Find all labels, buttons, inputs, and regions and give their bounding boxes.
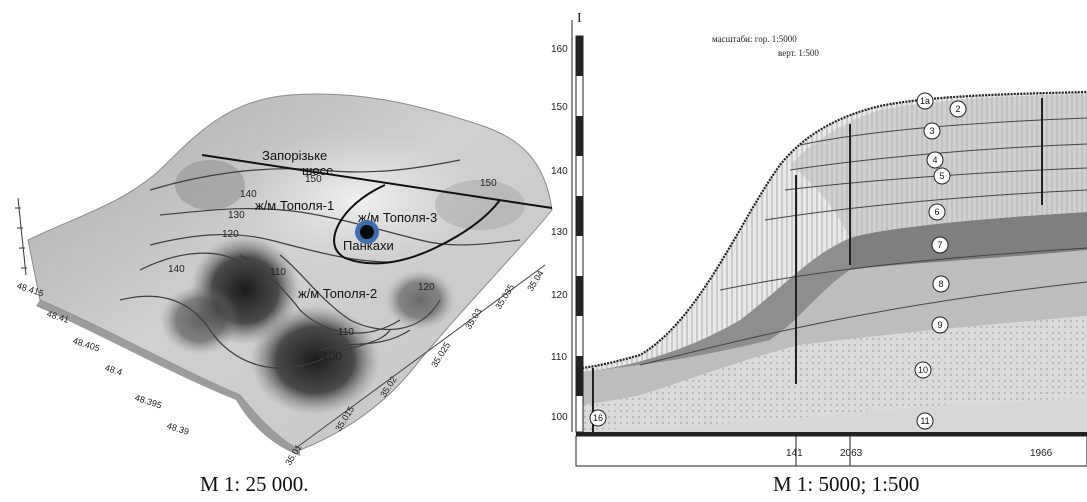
y-tick-130: 130 [551, 227, 568, 238]
y-tick-110: 110 [551, 352, 567, 363]
terrain-ravine-3 [160, 285, 240, 355]
ground-surface-line [581, 90, 1087, 370]
lat-tick-4839: 48.39 [166, 421, 191, 437]
contour-lines [119, 159, 521, 369]
district-label-topolya-3: ж/м Тополя-3 [358, 210, 437, 225]
right-figure-caption: М 1: 5000; 1:500 [773, 472, 920, 496]
scale-note-vertical: верт. 1:500 [778, 48, 819, 58]
layer-marker-10 [914, 361, 932, 379]
vertical-axis [15, 197, 27, 276]
contour-label-110b: 110 [338, 327, 354, 338]
layer-number-5: 5 [939, 171, 944, 181]
layer-marker-6 [928, 203, 946, 221]
well-label-141: 141 [786, 448, 803, 459]
section-baseline [576, 432, 1087, 436]
layer-marker-1а [916, 92, 934, 110]
y-tick-100: 100 [551, 412, 568, 423]
contour-label-110a: 110 [270, 267, 286, 278]
lon-tick-3503: 35.03 [463, 307, 483, 331]
district-label-topolya-1: ж/м Тополя-1 [255, 198, 334, 213]
layer-number-4: 4 [932, 155, 937, 165]
well-label-dividers [795, 436, 851, 466]
well-label-strip [575, 435, 1087, 467]
layer-marker-8 [932, 275, 950, 293]
layer-number-8: 8 [938, 279, 943, 289]
contour-label-150b: 150 [480, 178, 497, 189]
contour-label-140a: 140 [240, 189, 257, 200]
layer-marker-11 [916, 412, 934, 430]
layer-marker-2 [949, 100, 967, 118]
district-label-topolya-2: ж/м Тополя-2 [298, 286, 377, 301]
scale-note-horizontal: масштаби: гор. 1:5000 [712, 34, 797, 44]
layer-number-9: 9 [937, 320, 942, 330]
contour-label-120b: 120 [418, 282, 435, 293]
lat-tick-484: 48.4 [104, 363, 124, 378]
y-tick-120: 120 [551, 290, 568, 301]
lon-tick-35035: 35.035 [493, 282, 516, 311]
well-label-2063: 2063 [840, 448, 863, 459]
layer-number-10: 10 [918, 365, 928, 375]
layer-number-16: 16 [593, 413, 603, 423]
layer-number-7: 7 [937, 240, 942, 250]
site-marker-dot [360, 225, 374, 239]
lat-tick-48395: 48.395 [134, 393, 163, 411]
layer-band-8-9 [582, 250, 1087, 405]
geological-cross-section: 160 150 140 130 120 110 100 I масштаби: … [551, 11, 1087, 467]
roads [201, 154, 553, 265]
layer-number-6: 6 [934, 207, 939, 217]
terrain-shade-right [435, 180, 525, 230]
layer-marker-16 [589, 409, 607, 427]
layer-number-1а: 1а [920, 96, 930, 106]
site-label: Панкахи [343, 238, 394, 253]
lon-tick-3504: 35.04 [525, 269, 545, 293]
layer-band-10 [582, 316, 1087, 430]
axis-mark: I [577, 11, 582, 26]
layer-boundaries [639, 117, 1087, 366]
y-tick-160: 160 [551, 44, 568, 55]
terrain-shade-top [175, 160, 245, 210]
contour-label-130: 130 [228, 210, 245, 221]
y-tick-150: 150 [551, 102, 568, 113]
layer-band-7 [582, 212, 1087, 372]
terrain-ravine-4 [385, 270, 455, 330]
contour-label-100: 100 [322, 349, 342, 363]
terrain-3d-model: Запорізьке шосе ж/м Тополя-1 ж/м Тополя-… [15, 93, 553, 467]
layer-number-2: 2 [955, 104, 960, 114]
layer-marker-3 [923, 122, 941, 140]
lat-tick-48405: 48.405 [72, 336, 101, 354]
road-label-2: шосе [302, 163, 333, 178]
layer-number-3: 3 [929, 126, 934, 136]
layer-marker-5 [933, 167, 951, 185]
y-tick-140: 140 [551, 166, 568, 177]
layer-band-11 [582, 398, 1087, 432]
contour-label-120a: 120 [222, 229, 239, 240]
contour-label-140b: 140 [168, 264, 185, 275]
elevation-scale [571, 20, 584, 433]
terrain-side-edge [36, 300, 300, 456]
layer-marker-9 [931, 316, 949, 334]
well-label-1966: 1966 [1030, 448, 1053, 459]
left-figure-caption: М 1: 25 000. [200, 472, 309, 496]
layer-marker-4 [926, 151, 944, 169]
layer-number-11: 11 [920, 416, 929, 426]
road-label-1: Запорізьке [262, 148, 327, 163]
layer-marker-7 [931, 236, 949, 254]
contour-label-150a: 150 [305, 174, 322, 185]
